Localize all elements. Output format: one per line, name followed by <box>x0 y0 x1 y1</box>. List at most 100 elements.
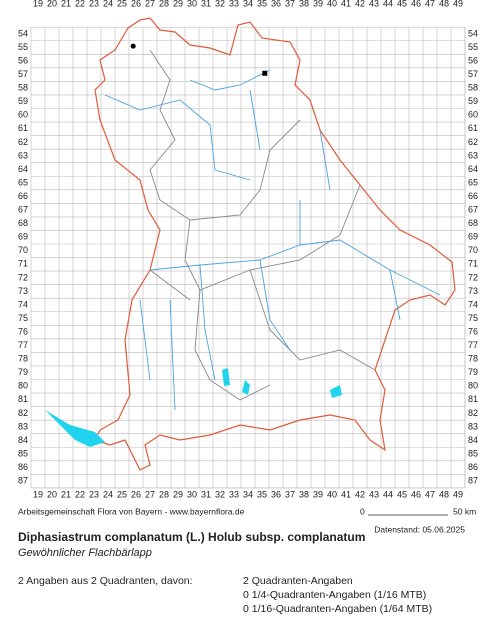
column-label: 45 <box>397 489 407 499</box>
column-label: 35 <box>257 489 267 499</box>
row-label: 54 <box>18 28 28 38</box>
row-label: 71 <box>18 259 28 269</box>
column-label: 41 <box>341 0 351 9</box>
column-label: 48 <box>439 0 449 9</box>
row-label: 78 <box>468 354 478 364</box>
common-name: Gewöhnlicher Flachbärlapp <box>18 547 152 559</box>
grid-labels: 19 19 20 20 21 21 22 22 23 23 24 24 25 25 26 26 27 27 28 28… <box>18 0 478 499</box>
column-label: 43 <box>369 489 379 499</box>
column-label: 26 <box>131 489 141 499</box>
row-label: 67 <box>18 205 28 215</box>
column-label: 47 <box>425 489 435 499</box>
row-label: 77 <box>18 340 28 350</box>
column-label: 31 <box>201 489 211 499</box>
row-label: 70 <box>468 245 478 255</box>
column-label: 40 <box>327 489 337 499</box>
column-label: 19 <box>33 489 43 499</box>
row-label: 55 <box>18 42 28 52</box>
row-label: 63 <box>18 150 28 160</box>
column-label: 27 <box>145 0 155 9</box>
column-label: 42 <box>355 0 365 9</box>
row-label: 74 <box>468 299 478 309</box>
row-label: 81 <box>468 394 478 404</box>
row-label: 58 <box>18 83 28 93</box>
row-label: 66 <box>468 191 478 201</box>
row-label: 56 <box>468 55 478 65</box>
column-label: 32 <box>215 489 225 499</box>
column-label: 34 <box>243 489 253 499</box>
column-label: 23 <box>89 0 99 9</box>
column-label: 32 <box>215 0 225 9</box>
column-label: 49 <box>453 0 463 9</box>
column-label: 22 <box>75 489 85 499</box>
column-label: 38 <box>299 0 309 9</box>
row-label: 73 <box>18 286 28 296</box>
summary-line: 0 1/16-Quadranten-Angaben (1/64 MTB) <box>243 603 432 615</box>
row-label: 83 <box>468 421 478 431</box>
row-label: 75 <box>18 313 28 323</box>
row-label: 61 <box>468 123 478 133</box>
row-label: 81 <box>18 394 28 404</box>
row-label: 57 <box>18 69 28 79</box>
column-label: 20 <box>47 489 57 499</box>
row-label: 84 <box>468 435 478 445</box>
occurrence <box>262 70 268 76</box>
column-label: 29 <box>173 0 183 9</box>
row-label: 77 <box>468 340 478 350</box>
column-label: 30 <box>187 489 197 499</box>
column-label: 33 <box>229 0 239 9</box>
column-label: 34 <box>243 0 253 9</box>
column-label: 20 <box>47 0 57 9</box>
row-label: 65 <box>18 177 28 187</box>
column-label: 37 <box>285 489 295 499</box>
column-label: 29 <box>173 489 183 499</box>
state-border <box>94 17 456 471</box>
column-label: 37 <box>285 0 295 9</box>
column-label: 33 <box>229 489 239 499</box>
column-label: 48 <box>439 489 449 499</box>
row-label: 70 <box>18 245 28 255</box>
row-label: 83 <box>18 421 28 431</box>
summary-line: 0 1/4-Quadranten-Angaben (1/16 MTB) <box>243 589 426 601</box>
row-label: 76 <box>18 326 28 336</box>
row-label: 60 <box>468 110 478 120</box>
row-label: 61 <box>18 123 28 133</box>
summary-line: 2 Quadranten-Angaben <box>243 575 353 587</box>
column-label: 30 <box>187 0 197 9</box>
column-label: 39 <box>313 489 323 499</box>
row-label: 56 <box>18 55 28 65</box>
row-label: 54 <box>468 28 478 38</box>
row-label: 66 <box>18 191 28 201</box>
row-label: 86 <box>468 462 478 472</box>
row-label: 55 <box>468 42 478 52</box>
row-label: 65 <box>468 177 478 187</box>
column-label: 42 <box>355 489 365 499</box>
column-label: 46 <box>411 0 421 9</box>
column-label: 44 <box>383 489 393 499</box>
column-label: 25 <box>117 0 127 9</box>
column-label: 21 <box>61 489 71 499</box>
row-label: 82 <box>18 408 28 418</box>
column-label: 28 <box>159 0 169 9</box>
row-label: 68 <box>468 218 478 228</box>
occurrences <box>130 43 268 76</box>
row-label: 85 <box>18 448 28 458</box>
column-label: 26 <box>131 0 141 9</box>
column-label: 39 <box>313 0 323 9</box>
column-label: 31 <box>201 0 211 9</box>
row-label: 76 <box>468 326 478 336</box>
column-label: 44 <box>383 0 393 9</box>
column-label: 23 <box>89 489 99 499</box>
row-label: 79 <box>18 367 28 377</box>
column-label: 35 <box>257 0 267 9</box>
scale-end: 50 km <box>453 506 476 516</box>
grid <box>30 26 466 489</box>
row-label: 71 <box>468 259 478 269</box>
column-label: 27 <box>145 489 155 499</box>
column-label: 43 <box>369 0 379 9</box>
row-label: 64 <box>18 164 28 174</box>
row-label: 57 <box>468 69 478 79</box>
row-label: 80 <box>18 381 28 391</box>
row-label: 59 <box>18 96 28 106</box>
